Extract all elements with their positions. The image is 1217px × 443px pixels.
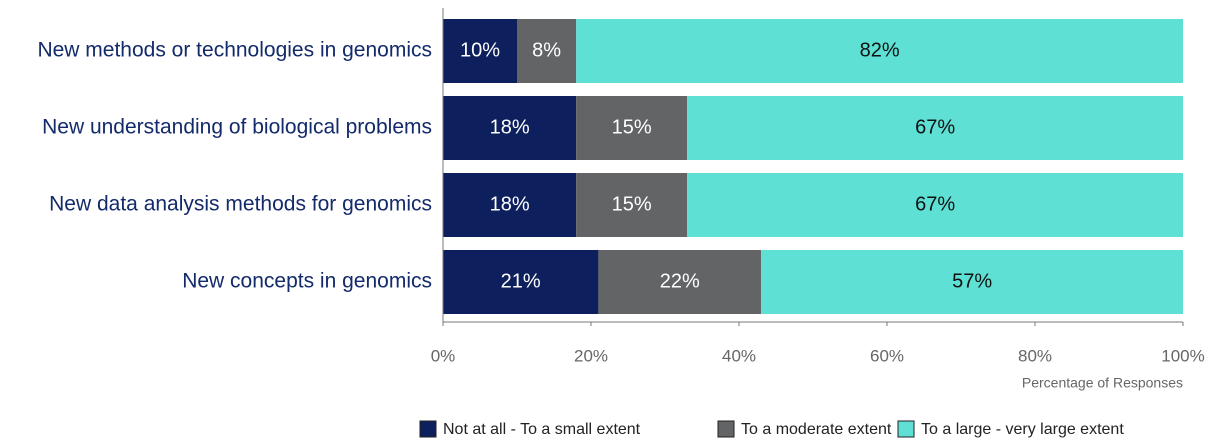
x-tick-label: 20%	[574, 346, 608, 365]
x-tick-label: 0%	[431, 346, 456, 365]
value-label: 22%	[660, 270, 700, 292]
x-axis-label: Percentage of Responses	[1022, 375, 1183, 391]
category-label: New understanding of biological problems	[42, 116, 432, 139]
bar-segment	[443, 250, 599, 314]
value-label: 67%	[915, 116, 955, 138]
x-tick-label: 60%	[870, 346, 904, 365]
value-label: 21%	[501, 270, 541, 292]
bar-segment	[443, 96, 577, 160]
value-label: 15%	[612, 116, 652, 138]
legend-swatch	[897, 420, 915, 438]
legend-swatch	[717, 420, 735, 438]
bar-segment	[576, 19, 1183, 83]
value-label: 18%	[490, 116, 530, 138]
value-label: 82%	[860, 39, 900, 61]
legend-swatch	[419, 420, 437, 438]
legend-label: Not at all - To a small extent	[443, 421, 641, 438]
value-label: 18%	[490, 193, 530, 215]
bar-segment	[761, 250, 1183, 314]
value-label: 57%	[952, 270, 992, 292]
bar-segment	[517, 19, 577, 83]
category-label: New methods or technologies in genomics	[37, 39, 432, 62]
bar-segment	[443, 173, 577, 237]
x-tick-label: 40%	[722, 346, 756, 365]
bar-segment	[687, 173, 1183, 237]
value-label: 10%	[460, 39, 500, 61]
category-label: New data analysis methods for genomics	[49, 193, 432, 216]
bar-segment	[687, 96, 1183, 160]
legend-label: To a moderate extent	[741, 421, 892, 438]
legend-label: To a large - very large extent	[921, 421, 1124, 438]
x-tick-label: 80%	[1018, 346, 1052, 365]
bar-segment	[598, 250, 762, 314]
value-label: 67%	[915, 193, 955, 215]
value-label: 15%	[612, 193, 652, 215]
bar-segment	[576, 96, 688, 160]
bar-segment	[443, 19, 517, 83]
category-label: New concepts in genomics	[182, 270, 432, 293]
x-tick-label: 100%	[1161, 346, 1204, 365]
bar-segment	[576, 173, 688, 237]
value-label: 8%	[532, 39, 561, 61]
